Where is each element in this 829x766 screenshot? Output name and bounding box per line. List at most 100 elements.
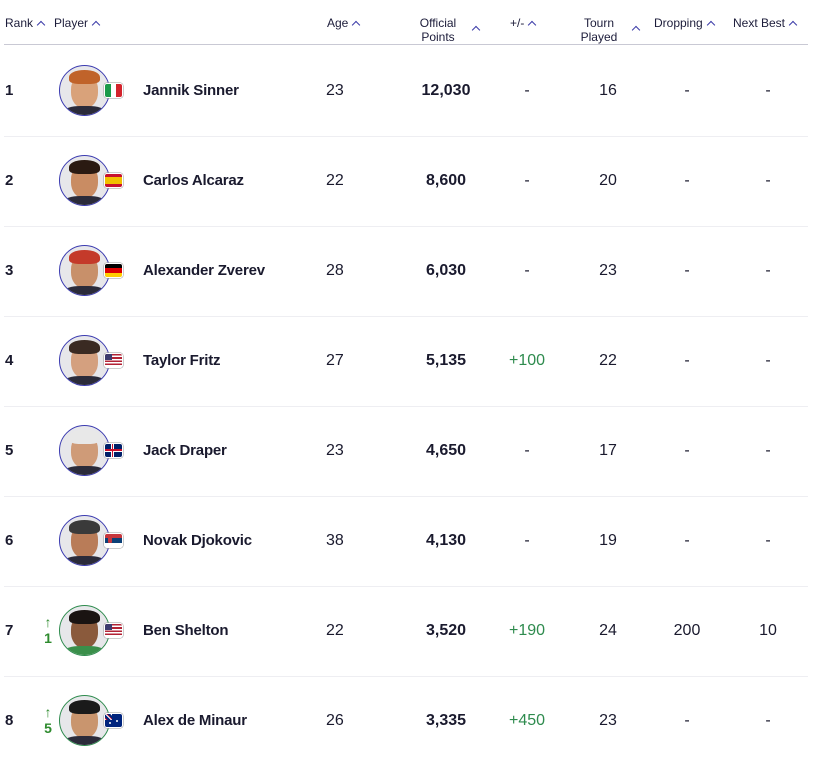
next-best-value: -	[765, 82, 771, 99]
player-name[interactable]: Novak Djokovic	[143, 532, 252, 549]
player-name[interactable]: Taylor Fritz	[143, 352, 221, 369]
player-avatar[interactable]	[59, 425, 110, 476]
table-row[interactable]: 1 Jannik Sinner 23 12,030 - 16 - -	[0, 46, 829, 136]
header-divider	[4, 44, 808, 45]
sort-player[interactable]: Player	[54, 16, 101, 30]
delta-value: -	[524, 172, 530, 189]
points-header-line1: Official	[419, 16, 457, 30]
serbia-flag	[104, 533, 123, 548]
points-value: 8,600	[425, 172, 467, 189]
player-avatar[interactable]	[59, 515, 110, 566]
points-value: 3,520	[425, 622, 467, 639]
sort-points[interactable]: Official Points	[415, 16, 461, 44]
sort-dropping[interactable]: Dropping	[654, 16, 715, 30]
tourn-header-line2: Played	[580, 30, 618, 44]
points-value: 5,135	[425, 352, 467, 369]
rank-move: ↑ 5	[40, 704, 56, 736]
rank-move: ↑ 1	[40, 614, 56, 646]
table-row[interactable]: 2 Carlos Alcaraz 22 8,600 - 20 - -	[0, 136, 829, 226]
dropping-header-label: Dropping	[654, 16, 703, 30]
age-value: 22	[326, 622, 344, 639]
table-row[interactable]: 3 Alexander Zverev 28 6,030 - 23 - -	[0, 226, 829, 316]
sort-age[interactable]: Age	[327, 16, 361, 30]
points-value: 3,335	[425, 712, 467, 729]
player-avatar[interactable]	[59, 155, 110, 206]
sort-delta[interactable]: +/-	[510, 16, 537, 30]
points-header-line2: Points	[421, 30, 455, 44]
table-row[interactable]: 6 Novak Djokovic 38 4,130 - 19 - -	[0, 496, 829, 586]
next-best-value: -	[765, 532, 771, 549]
row-divider	[4, 226, 808, 227]
dropping-value: -	[684, 172, 690, 189]
next-best-value: -	[765, 352, 771, 369]
age-value: 26	[326, 712, 344, 729]
arrow-up-icon: ↑	[44, 614, 52, 630]
rank-move-value: 1	[44, 630, 52, 646]
chevron-up-icon	[528, 20, 537, 30]
delta-value: -	[524, 82, 530, 99]
points-value: 6,030	[425, 262, 467, 279]
dropping-value: -	[684, 532, 690, 549]
dropping-value: -	[684, 712, 690, 729]
delta-value: -	[524, 442, 530, 459]
player-name[interactable]: Alex de Minaur	[143, 712, 247, 729]
tourn-played-value: 20	[599, 172, 617, 189]
uk-flag	[104, 443, 123, 458]
age-value: 27	[326, 352, 344, 369]
player-avatar[interactable]	[59, 335, 110, 386]
table-row[interactable]: 4 Taylor Fritz 27 5,135 +100 22 - -	[0, 316, 829, 406]
chevron-up-icon[interactable]	[631, 25, 641, 35]
points-value: 4,650	[425, 442, 467, 459]
spain-flag	[104, 173, 123, 188]
player-name[interactable]: Ben Shelton	[143, 622, 229, 639]
player-name[interactable]: Carlos Alcaraz	[143, 172, 244, 189]
tourn-played-value: 19	[599, 532, 617, 549]
delta-value: +450	[508, 712, 546, 729]
delta-value: -	[524, 532, 530, 549]
next-best-value: -	[765, 442, 771, 459]
arrow-up-icon: ↑	[44, 704, 52, 720]
chevron-up-icon	[788, 20, 798, 30]
rank-header-label: Rank	[5, 16, 34, 30]
delta-header-label: +/-	[510, 16, 525, 30]
dropping-value: -	[684, 262, 690, 279]
table-row[interactable]: 8 ↑ 5 Alex de Minaur 26 3,335 +450 23 - -	[0, 676, 829, 766]
dropping-value: 200	[673, 622, 701, 639]
tourn-played-value: 17	[599, 442, 617, 459]
player-header-label: Player	[54, 16, 89, 30]
player-avatar[interactable]	[59, 695, 110, 746]
player-name[interactable]: Jack Draper	[143, 442, 227, 459]
age-value: 28	[326, 262, 344, 279]
player-name[interactable]: Alexander Zverev	[143, 262, 265, 279]
sort-tourn-played[interactable]: Tourn Played	[576, 16, 622, 44]
row-divider	[4, 406, 808, 407]
chevron-up-icon[interactable]	[471, 25, 481, 35]
next-best-value: -	[765, 712, 771, 729]
next-best-value: -	[765, 172, 771, 189]
rank-value: 2	[5, 172, 14, 189]
age-value: 23	[326, 442, 344, 459]
player-avatar[interactable]	[59, 605, 110, 656]
tourn-played-value: 24	[599, 622, 617, 639]
delta-value: +190	[508, 622, 546, 639]
row-divider	[4, 316, 808, 317]
player-name[interactable]: Jannik Sinner	[143, 82, 239, 99]
rank-value: 6	[5, 532, 14, 549]
australia-flag	[104, 713, 123, 728]
player-avatar[interactable]	[59, 245, 110, 296]
row-divider	[4, 676, 808, 677]
row-divider	[4, 496, 808, 497]
table-row[interactable]: 7 ↑ 1 Ben Shelton 22 3,520 +190 24 200 10	[0, 586, 829, 676]
age-header-label: Age	[327, 16, 349, 30]
next-best-header-label: Next Best	[733, 16, 786, 30]
table-header: Rank Player Age Official Points +/- Tour…	[0, 0, 829, 46]
rank-value: 3	[5, 262, 14, 279]
dropping-value: -	[684, 82, 690, 99]
points-value: 12,030	[421, 82, 471, 99]
rank-value: 5	[5, 442, 14, 459]
table-row[interactable]: 5 Jack Draper 23 4,650 - 17 - -	[0, 406, 829, 496]
player-avatar[interactable]	[59, 65, 110, 116]
sort-next-best[interactable]: Next Best	[733, 16, 798, 30]
rank-value: 4	[5, 352, 14, 369]
sort-rank[interactable]: Rank	[5, 16, 46, 30]
